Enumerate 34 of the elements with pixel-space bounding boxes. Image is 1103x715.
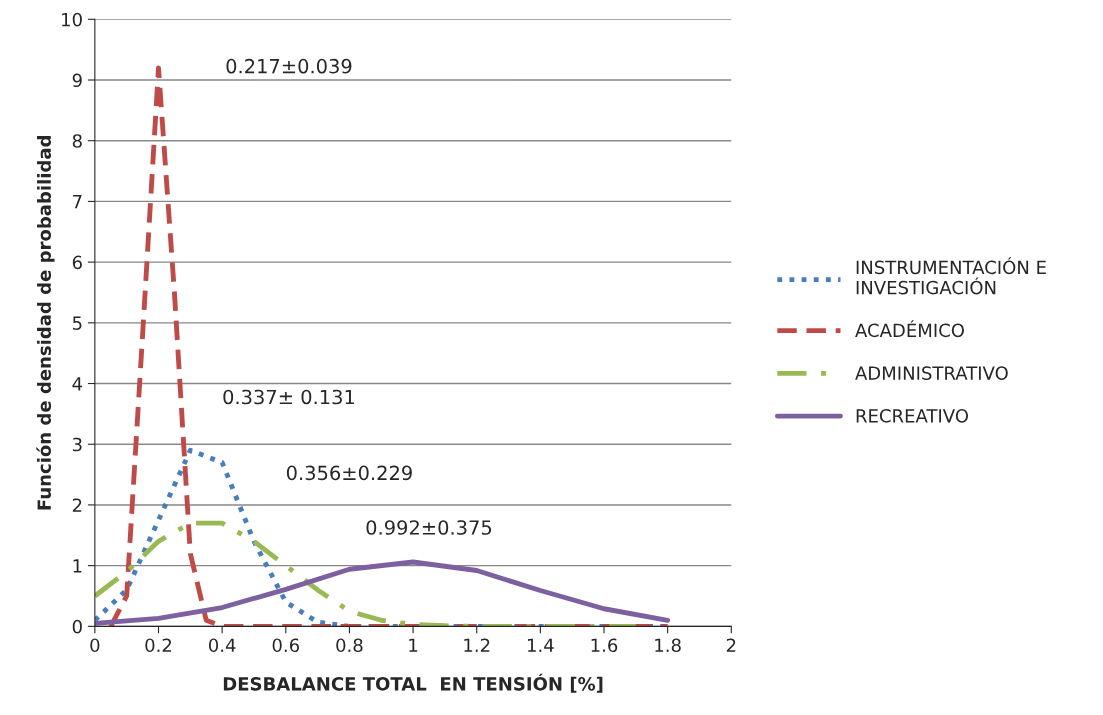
y-tick-label: 10 [62,12,82,27]
annotation: 0.356±0.229 [286,465,412,481]
x-axis-title: DESBALANCE TOTAL EN TENSIÓN [%] [223,673,603,693]
x-tick-label: 1.6 [591,638,618,653]
y-tick-label: 1 [73,559,82,573]
legend-label: ADMINISTRATIVO [855,366,1008,380]
y-tick-label: 6 [72,255,82,270]
y-tick-label: 9 [72,73,82,88]
x-tick-label: 0 [90,638,100,653]
y-axis-title: Función de densidad de probabilidad [36,136,55,510]
x-tick-label: 1.4 [527,638,554,652]
x-tick-label: 0.4 [208,638,236,653]
x-tick-label: 0.8 [336,638,363,653]
line-series [94,559,671,626]
line-series [94,520,639,627]
y-tick-label: 0 [72,619,82,634]
annotation: 0.992±0.375 [366,520,492,535]
legend-label: ACADÉMICO [855,320,964,338]
annotation: 0.217±0.039 [226,58,352,74]
x-tick-label: 1 [409,638,418,652]
y-tick-label: 2 [72,498,82,512]
y-tick-label: 5 [72,316,82,330]
legend-label: RECREATIVO [856,409,969,423]
x-tick-label: 0.2 [145,638,172,653]
x-tick-label: 1.2 [464,638,490,652]
legend-label: INSTRUMENTACIÓN E INVESTIGACIÓN [856,257,1046,295]
annotation: 0.337± 0.131 [223,389,355,405]
y-tick-label: 3 [72,437,82,452]
y-tick-label: 4 [72,377,83,391]
x-tick-label: 2 [726,638,736,652]
y-tick-label: 8 [72,134,82,148]
x-tick-label: 1.8 [655,638,681,653]
y-tick-label: 7 [73,195,82,209]
x-tick-label: 0.6 [272,638,300,653]
